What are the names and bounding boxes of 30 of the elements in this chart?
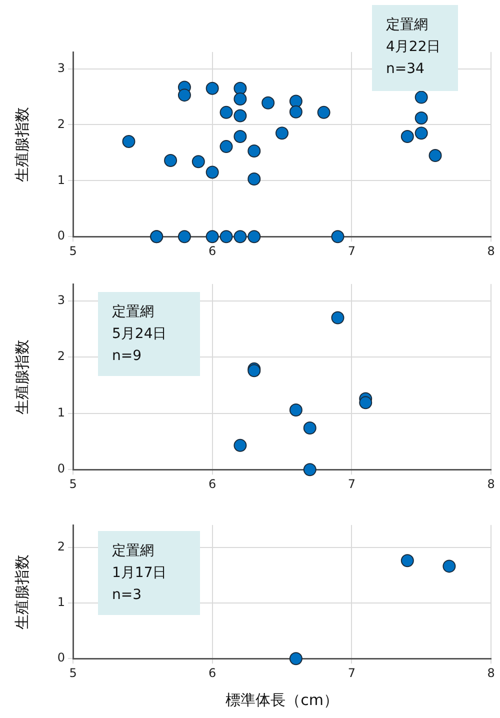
x-tick-label: 6 [208, 666, 216, 680]
y-tick-label: 0 [57, 228, 65, 243]
y-tick-label: 2 [57, 539, 65, 554]
x-tick-label: 7 [348, 476, 356, 491]
x-tick-label: 7 [348, 244, 356, 258]
x-tick-label: 6 [208, 476, 216, 491]
x-tick-label: 6 [208, 244, 216, 258]
x-tick-label: 8 [487, 244, 495, 258]
x-tick-label: 5 [69, 666, 77, 680]
x-tick-label: 7 [348, 666, 356, 680]
y-tick-label: 0 [57, 650, 65, 665]
y-axis-title: 生殖腺指数 [12, 554, 31, 630]
x-tick-label: 8 [487, 476, 495, 491]
x-axis-title: 標準体長（cm） [226, 690, 338, 709]
y-tick-label: 1 [57, 595, 65, 610]
y-tick-label: 1 [57, 172, 65, 187]
y-tick-label: 2 [57, 349, 65, 364]
y-tick-label: 2 [57, 116, 65, 131]
y-tick-label: 3 [57, 293, 65, 307]
x-tick-label: 5 [69, 476, 77, 491]
y-axis-title: 生殖腺指数 [12, 106, 31, 182]
annotation: 定置網 5月24日 n=9 [112, 303, 167, 366]
y-tick-label: 0 [57, 462, 65, 476]
x-tick-label: 8 [487, 666, 495, 680]
annotation: 定置網 1月17日 n=3 [112, 542, 167, 605]
annotation: 定置網 4月22日 n=34 [386, 16, 441, 79]
y-axis-title: 生殖腺指数 [12, 339, 31, 414]
x-tick-label: 5 [69, 244, 77, 258]
y-tick-label: 3 [57, 60, 65, 75]
y-tick-label: 1 [57, 405, 65, 420]
